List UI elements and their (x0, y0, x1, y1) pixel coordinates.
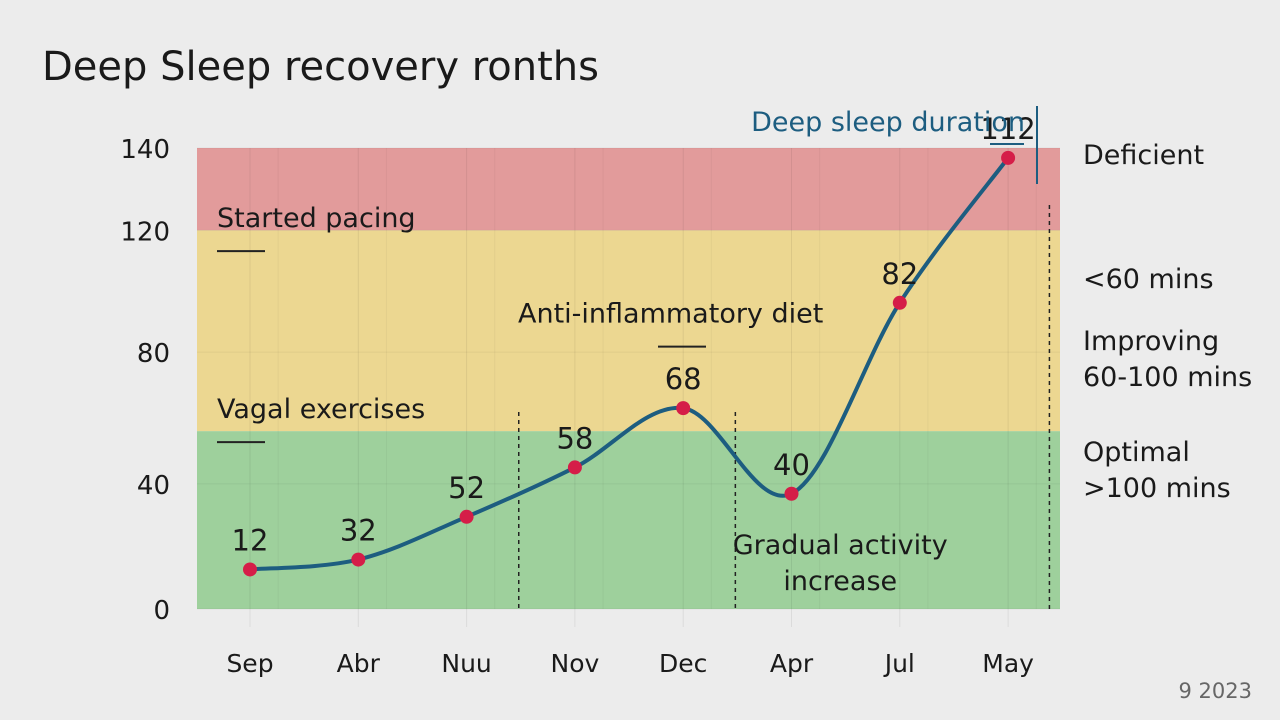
legend: Deep sleep duration (751, 106, 1038, 184)
zone-label: Optimal (1083, 437, 1190, 468)
data-points (243, 150, 1016, 577)
y-axis-ticks: 140 120 80 40 0 (120, 135, 170, 626)
x-tick-label: Sep (226, 649, 273, 678)
data-point (1001, 150, 1016, 165)
zone-legend: Deficient <60 mins Improving 60-100 mins Opt… (1083, 140, 1252, 504)
x-tick-label: May (982, 649, 1034, 678)
data-point (459, 509, 474, 524)
x-tick-label: Abr (337, 649, 381, 678)
data-labels: 12 32 52 58 68 40 82 112 (232, 112, 1036, 558)
y-tick-label: 80 (137, 339, 170, 369)
legend-label: Deep sleep duration (751, 107, 1025, 138)
zone-bands (197, 148, 1060, 609)
y-tick-label: 0 (153, 596, 170, 626)
footer-year: 9 2023 (1179, 679, 1252, 703)
x-tick-label: Nuu (441, 649, 491, 678)
x-tick-label: Dec (659, 649, 707, 678)
y-tick-label: 140 (120, 135, 170, 165)
annotation-label: increase (783, 566, 897, 597)
data-label: 32 (340, 514, 377, 548)
annotation-label: Anti-inflammatory diet (518, 299, 823, 330)
data-label: 58 (556, 421, 593, 455)
data-label: 68 (665, 362, 702, 396)
y-tick-label: 120 (120, 217, 170, 247)
data-label: 112 (980, 112, 1035, 146)
zone-label: Deficient (1083, 140, 1204, 171)
data-point (676, 401, 691, 416)
annotations: Started pacing Anti-inflammatory diet Vaga… (217, 203, 948, 597)
y-tick-label: 40 (137, 471, 170, 501)
data-label: 40 (773, 448, 810, 482)
x-tick-label: Nov (551, 649, 600, 678)
annotation-label: Gradual activity (733, 530, 948, 561)
grid-lines (197, 147, 1060, 627)
data-point (351, 552, 366, 567)
band-optimal (197, 431, 1060, 609)
band-deficient (197, 148, 1060, 231)
data-point (243, 562, 257, 577)
data-label: 12 (232, 523, 269, 557)
x-axis-ticks: Sep Abr Nuu Nov Dec Apr Jul May (226, 649, 1034, 678)
zone-label: <60 mins (1083, 264, 1214, 295)
event-lines (518, 205, 1051, 609)
chart-title: Deep Sleep recovery ronths (42, 44, 599, 90)
data-point (567, 460, 582, 475)
zone-label: >100 mins (1083, 473, 1231, 504)
data-point (784, 486, 799, 501)
data-label: 82 (881, 257, 918, 291)
annotation-label: Started pacing (217, 203, 416, 234)
annotation-label: Vagal exercises (217, 394, 425, 425)
band-improving (197, 230, 1060, 432)
data-point (892, 295, 907, 310)
data-label: 52 (448, 471, 485, 505)
x-tick-label: Apr (770, 649, 814, 678)
zone-label: Improving (1083, 326, 1219, 357)
zone-label: 60-100 mins (1083, 362, 1252, 393)
x-tick-label: Jul (883, 649, 915, 678)
